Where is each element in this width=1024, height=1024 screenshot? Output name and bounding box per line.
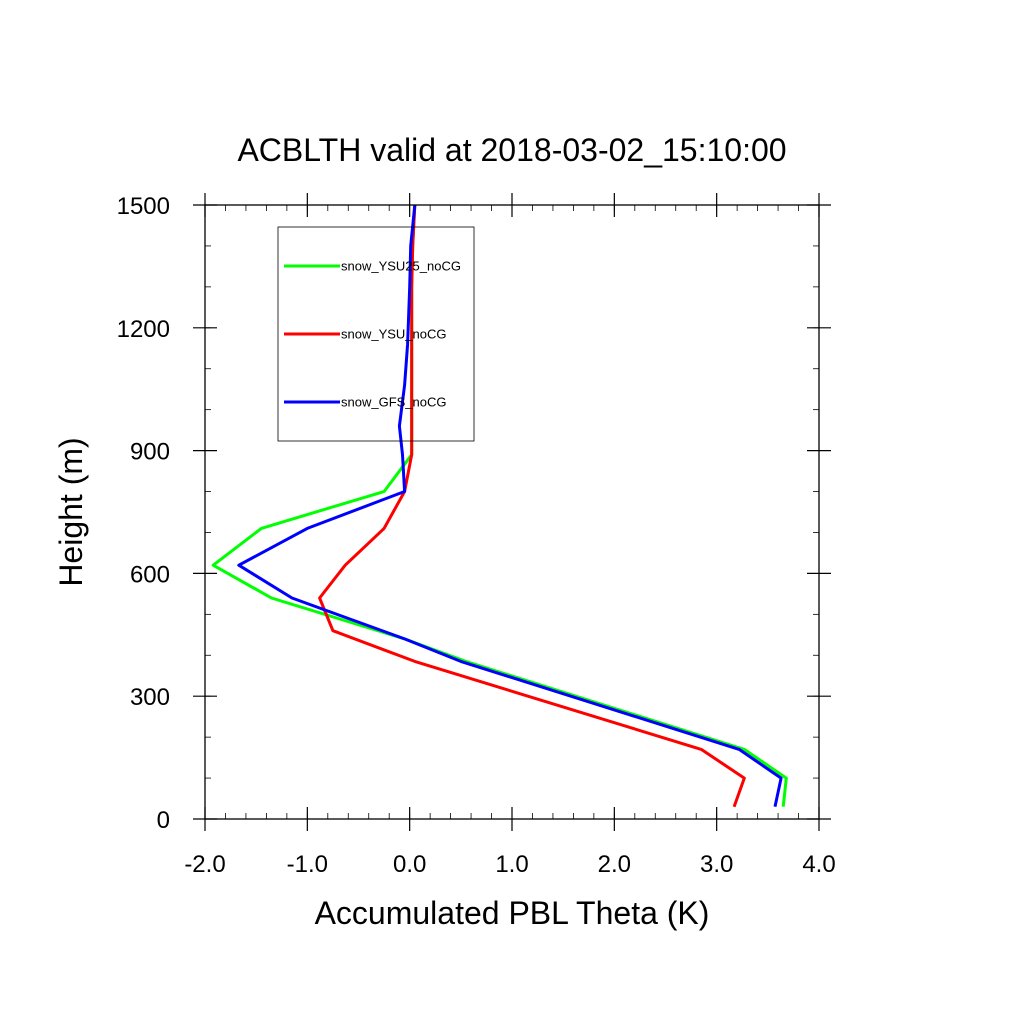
x-tick-label: 4.0 xyxy=(802,851,835,878)
x-tick-label: 0.0 xyxy=(393,851,426,878)
plot-frame xyxy=(204,204,820,820)
legend-label: snow_YSU_noCG xyxy=(341,327,447,342)
x-axis-label: Accumulated PBL Theta (K) xyxy=(315,895,710,931)
legend-box xyxy=(277,226,475,442)
x-tick-label: -2.0 xyxy=(184,851,225,878)
legend-entries: snow_YSU25_noCG snow_YSU_noCG snow_GFS_noC… xyxy=(284,259,461,410)
y-tick-label: 900 xyxy=(130,439,170,466)
series-lines xyxy=(211,204,788,808)
minor-ticks xyxy=(204,204,820,820)
series-line-snow_GFS_noCG xyxy=(237,204,783,808)
y-tick-label: 0 xyxy=(157,807,170,834)
legend: snow_YSU25_noCG snow_YSU_noCG snow_GFS_noC… xyxy=(277,226,475,442)
y-tick-label: 1200 xyxy=(117,316,170,343)
series-line-snow_YSU_noCG xyxy=(318,204,746,808)
y-tick-label: 600 xyxy=(130,561,170,588)
legend-label: snow_YSU25_noCG xyxy=(341,259,461,274)
x-tick-label: -1.0 xyxy=(287,851,328,878)
y-tick-labels: 0 300 600 900 1200 1500 xyxy=(117,193,170,834)
legend-label: snow_GFS_noCG xyxy=(341,395,447,410)
x-tick-labels: -2.0 -1.0 0.0 1.0 2.0 3.0 4.0 xyxy=(184,851,835,878)
y-tick-label: 1500 xyxy=(117,193,170,220)
y-tick-label: 300 xyxy=(130,684,170,711)
chart-title: ACBLTH valid at 2018-03-02_15:10:00 xyxy=(237,132,786,168)
x-tick-label: 2.0 xyxy=(598,851,631,878)
x-tick-label: 1.0 xyxy=(495,851,528,878)
y-axis-label: Height (m) xyxy=(53,437,89,586)
major-ticks xyxy=(193,193,831,831)
x-tick-label: 3.0 xyxy=(700,851,733,878)
series-line-snow_YSU25_noCG xyxy=(211,204,788,807)
